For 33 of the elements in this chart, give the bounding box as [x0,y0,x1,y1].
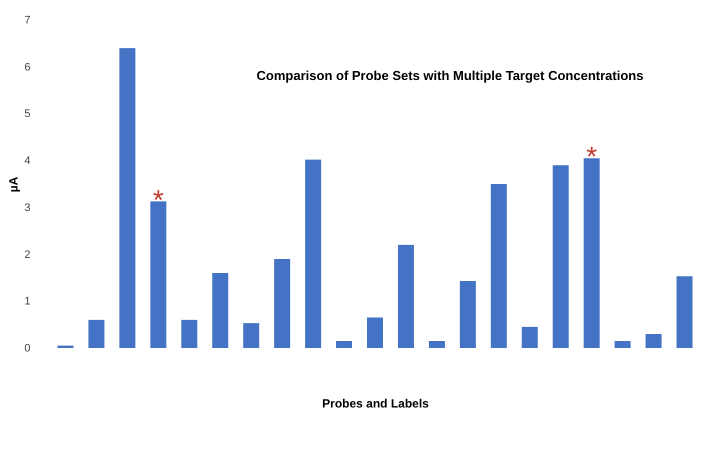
bar [181,320,198,348]
y-axis-title: µA [6,176,20,192]
y-tick-label: 3 [24,202,30,214]
bar [428,340,445,348]
bar [398,244,414,348]
y-tick-label: 7 [24,14,30,26]
bar [646,334,662,348]
data-label: * [152,184,164,216]
bar [614,340,631,348]
bar [274,258,290,348]
y-tick-label: 4 [24,155,30,168]
bar [88,320,104,348]
bar [150,201,166,348]
y-tick-label: 1 [24,296,30,308]
bar [243,323,260,348]
bar [367,318,383,348]
bar [522,326,538,348]
y-tick-label: 2 [24,248,30,261]
bar [584,158,600,348]
bar [212,273,228,348]
bar [676,276,693,348]
y-tick-label: 0 [24,342,30,354]
bar [490,184,507,348]
bar [552,165,569,348]
x-axis-title: Probes and Labels [322,396,430,410]
bar [460,280,476,348]
y-tick-label: 5 [24,108,30,120]
bar [336,340,352,348]
text: Comparison of Probe Sets with Multiple Target Concentrations [256,68,644,83]
bar [119,48,136,348]
bar [305,160,322,348]
y-tick-label: 6 [24,61,30,74]
data-label: * [586,141,598,172]
